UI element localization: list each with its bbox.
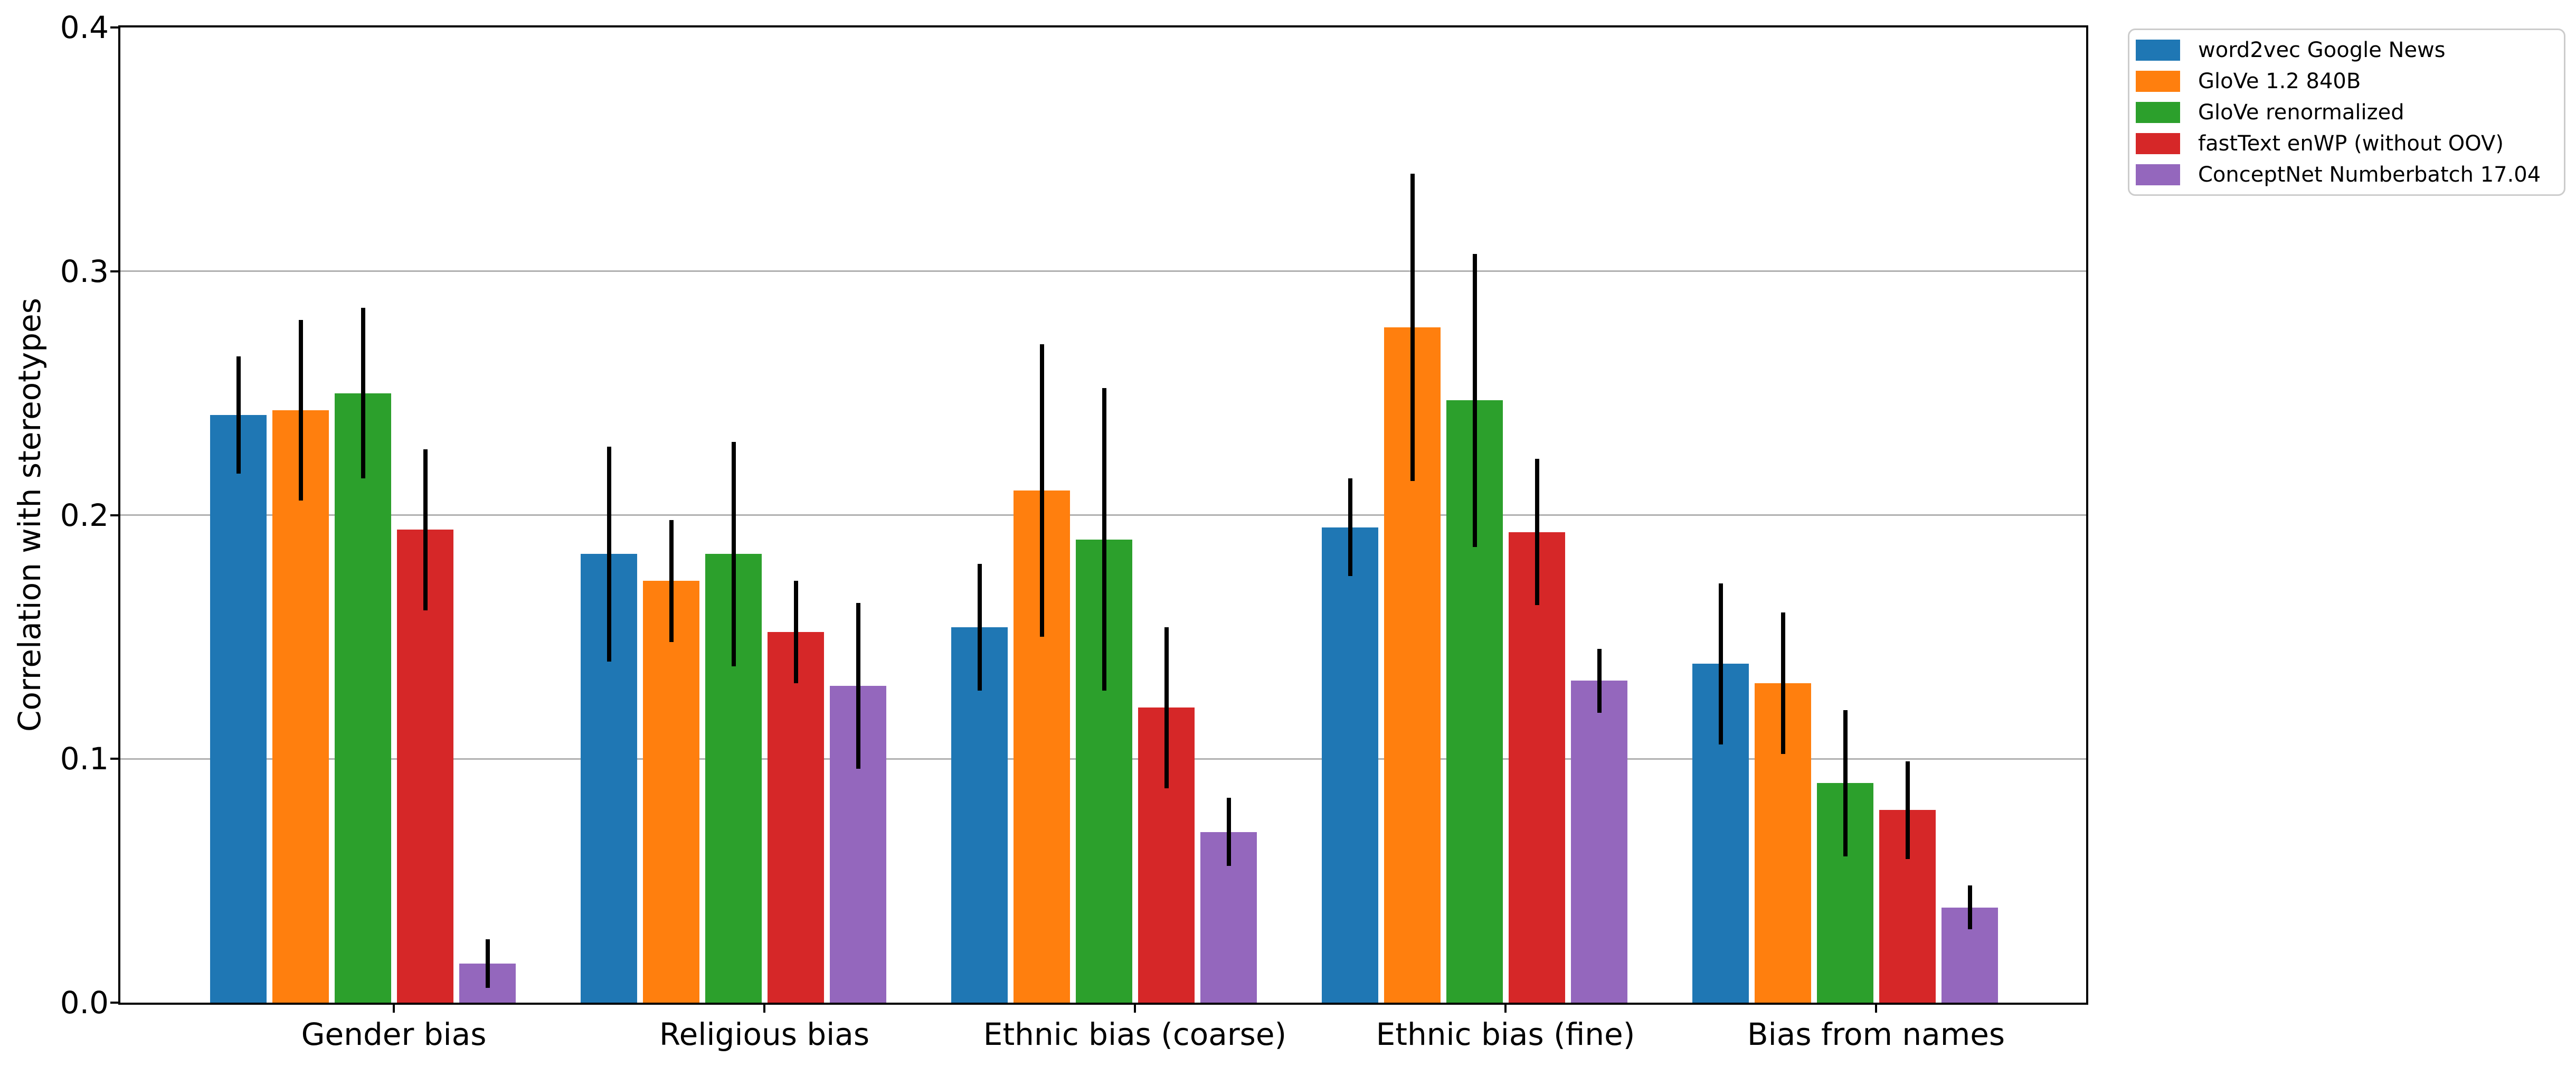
error-bar [298, 320, 303, 501]
legend-swatch-icon [2136, 101, 2180, 123]
axis-spine-right [2086, 25, 2088, 1005]
x-tick-label: Ethnic bias (coarse) [983, 1016, 1287, 1052]
bar-word2vec-group1 [210, 415, 267, 1003]
bar-glove-group2 [643, 581, 699, 1003]
y-tick-mark [110, 26, 118, 29]
y-tick-label: 0.4 [60, 10, 109, 45]
legend-swatch-icon [2136, 39, 2180, 61]
y-tick-label: 0.3 [60, 253, 109, 289]
legend-item: GloVe 1.2 840B [2136, 65, 2564, 97]
error-bar [1535, 459, 1539, 606]
legend-label: fastText enWP (without OOV) [2198, 131, 2504, 156]
legend: word2vec Google News GloVe 1.2 840B GloVe … [2128, 29, 2565, 196]
bar-glove-group1 [272, 410, 329, 1003]
legend-label: GloVe 1.2 840B [2198, 69, 2361, 93]
bar-word2vec-group4 [1322, 527, 1378, 1003]
bar-glove-group1 [335, 393, 391, 1003]
legend-label: ConceptNet Numberbatch 17.04 [2198, 162, 2541, 187]
x-tick-label: Gender bias [301, 1016, 487, 1052]
y-tick-mark [110, 514, 118, 516]
error-bar [731, 441, 736, 666]
error-bar [1164, 627, 1169, 788]
error-bar [607, 447, 611, 662]
x-tick-mark [1875, 1005, 1877, 1013]
bar-fasttext-group2 [768, 632, 824, 1003]
error-bar [1348, 478, 1352, 576]
axis-spine-bottom [118, 1003, 2088, 1005]
x-tick-mark [1504, 1005, 1507, 1013]
legend-label: GloVe renormalized [2198, 100, 2404, 125]
x-tick-label: Ethnic bias (fine) [1376, 1016, 1635, 1052]
legend-item: word2vec Google News [2136, 34, 2564, 65]
error-bar [361, 308, 365, 479]
legend-swatch-icon [2136, 164, 2180, 185]
error-bar [1905, 761, 1910, 859]
plot-area [120, 27, 2086, 1003]
error-bar [1781, 612, 1785, 754]
y-tick-mark [110, 758, 118, 760]
legend-item: ConceptNet Numberbatch 17.04 [2136, 159, 2564, 190]
error-bar [485, 939, 490, 988]
y-tick-mark [110, 1002, 118, 1004]
y-tick-mark [110, 270, 118, 272]
bar-fasttext-group4 [1509, 532, 1565, 1003]
error-bar [1967, 885, 1972, 930]
error-bar [423, 449, 428, 610]
error-bar [1039, 344, 1044, 637]
legend-label: word2vec Google News [2198, 37, 2446, 62]
error-bar [1843, 710, 1848, 856]
y-tick-label: 0.1 [60, 741, 109, 777]
x-tick-label: Bias from names [1747, 1016, 2005, 1052]
error-bar [669, 520, 674, 642]
axis-spine-left [118, 25, 120, 1005]
error-bar [793, 581, 798, 684]
error-bar [977, 563, 982, 691]
gridline [120, 270, 2086, 272]
error-bar [856, 602, 860, 769]
x-tick-label: Religious bias [659, 1016, 870, 1052]
bar-conceptnet-group4 [1571, 681, 1627, 1003]
error-bar [1718, 583, 1723, 744]
error-bar [1597, 649, 1602, 713]
error-bar [1226, 798, 1231, 866]
x-tick-mark [763, 1005, 765, 1013]
legend-item: fastText enWP (without OOV) [2136, 128, 2564, 159]
x-tick-mark [393, 1005, 395, 1013]
legend-item: GloVe renormalized [2136, 97, 2564, 128]
error-bar [1410, 174, 1415, 481]
axis-spine-top [118, 25, 2088, 27]
y-tick-label: 0.0 [60, 985, 109, 1021]
y-tick-label: 0.2 [60, 497, 109, 533]
error-bar [236, 356, 241, 474]
error-bar [1102, 388, 1106, 691]
legend-swatch-icon [2136, 133, 2180, 154]
x-tick-mark [1134, 1005, 1136, 1013]
legend-swatch-icon [2136, 70, 2180, 92]
error-bar [1472, 254, 1477, 547]
